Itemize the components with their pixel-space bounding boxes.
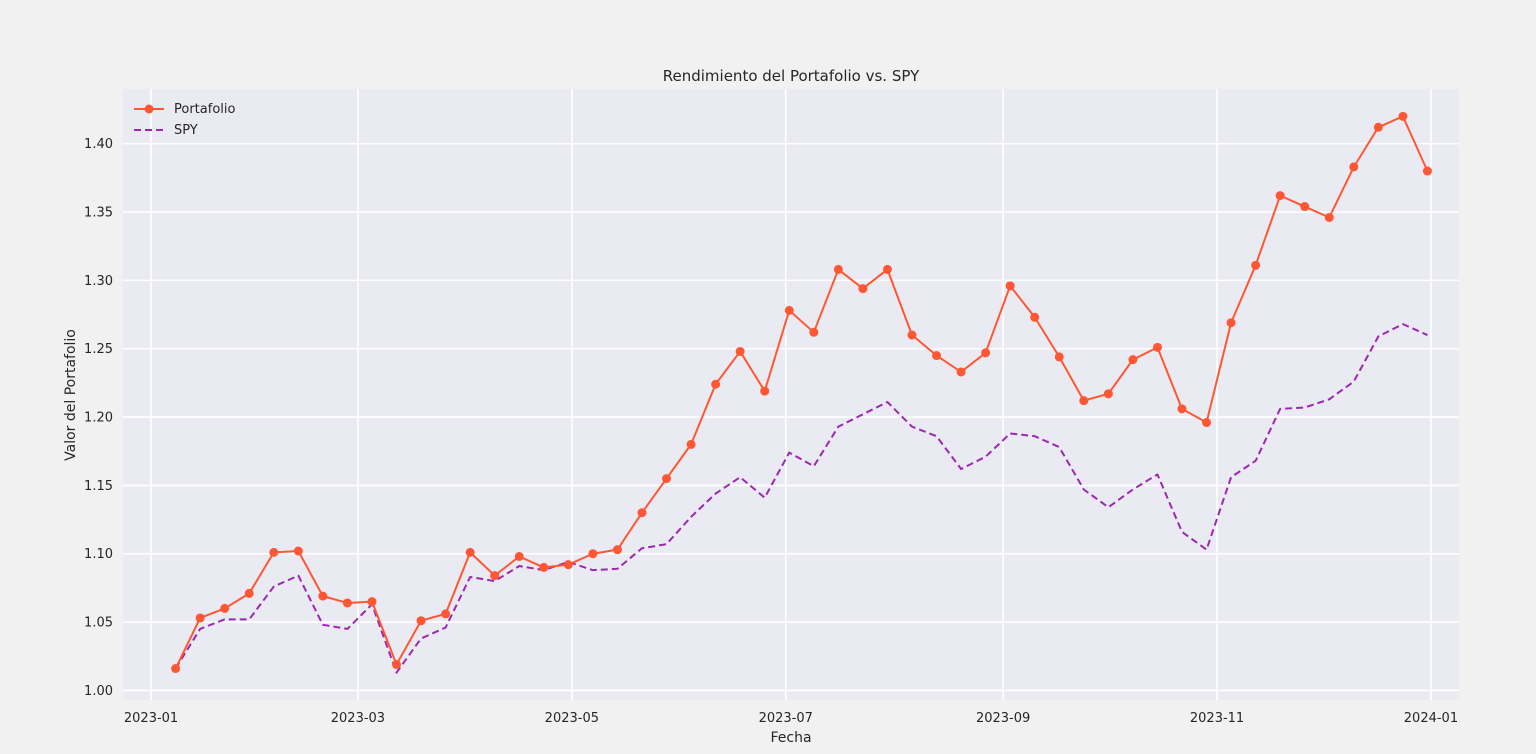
data-point-portafolio: [1005, 281, 1015, 291]
y-tick-label: 1.00: [84, 684, 113, 699]
data-point-portafolio: [220, 603, 230, 613]
data-point-portafolio: [1054, 352, 1064, 362]
data-point-portafolio: [293, 546, 303, 556]
x-tick-label: 2023-11: [1190, 711, 1244, 726]
data-point-portafolio: [1202, 418, 1212, 428]
data-point-portafolio: [833, 264, 843, 274]
data-point-portafolio: [932, 351, 942, 361]
data-point-portafolio: [760, 386, 770, 396]
data-point-portafolio: [1152, 342, 1162, 352]
data-point-portafolio: [244, 588, 254, 598]
data-point-portafolio: [416, 616, 426, 626]
data-point-portafolio: [588, 549, 598, 559]
series-line-spy: [174, 323, 1428, 674]
data-point-portafolio: [367, 597, 377, 607]
data-point-portafolio: [392, 659, 402, 669]
data-point-portafolio: [686, 439, 696, 449]
series-line-portafolio: [174, 115, 1429, 669]
data-point-portafolio: [1128, 355, 1138, 365]
y-tick-labels: 1.00 1.05 1.10 1.15 1.20 1.25 1.30 1.35 1.40: [84, 137, 113, 699]
grid-lines: [123, 89, 1459, 700]
data-point-portafolio: [809, 327, 819, 337]
legend-label-spy: SPY: [174, 123, 198, 138]
data-point-portafolio: [1398, 111, 1408, 121]
y-tick-label: 1.15: [84, 479, 113, 494]
y-tick-label: 1.05: [84, 616, 113, 631]
series-layer: [171, 111, 1432, 674]
data-point-portafolio: [882, 264, 892, 274]
data-point-portafolio: [907, 330, 917, 340]
data-point-portafolio: [1300, 202, 1310, 212]
data-point-portafolio: [956, 367, 966, 377]
y-tick-label: 1.20: [84, 411, 113, 426]
x-tick-label: 2023-09: [976, 711, 1030, 726]
data-point-portafolio: [637, 508, 647, 518]
data-point-portafolio: [1079, 396, 1089, 406]
y-axis-label: Valor del Portafolio: [63, 329, 79, 461]
data-point-portafolio: [563, 560, 573, 570]
data-point-portafolio: [1324, 212, 1334, 222]
data-point-portafolio: [612, 545, 622, 555]
data-point-portafolio: [539, 562, 549, 572]
data-point-portafolio: [662, 474, 672, 484]
legend-label-portafolio: Portafolio: [174, 102, 235, 117]
data-point-portafolio: [342, 598, 352, 608]
data-point-portafolio: [1349, 162, 1359, 172]
x-tick-label: 2023-03: [331, 711, 385, 726]
y-tick-label: 1.35: [84, 206, 113, 221]
data-point-portafolio: [784, 305, 794, 315]
x-tick-labels: 2023-01 2023-03 2023-05 2023-07 2023-09 2023-…: [124, 711, 1458, 726]
data-point-portafolio: [1275, 191, 1285, 201]
data-point-portafolio: [195, 613, 205, 623]
data-point-portafolio: [735, 346, 745, 356]
data-point-portafolio: [1373, 122, 1383, 132]
y-tick-label: 1.10: [84, 547, 113, 562]
data-point-portafolio: [269, 547, 279, 557]
data-point-portafolio: [858, 284, 868, 294]
data-point-portafolio: [514, 551, 524, 561]
data-point-portafolio: [171, 664, 181, 674]
data-point-portafolio: [1103, 389, 1113, 399]
data-point-portafolio: [465, 547, 475, 557]
y-tick-label: 1.40: [84, 137, 113, 152]
data-point-portafolio: [1177, 404, 1187, 414]
data-point-portafolio: [441, 609, 451, 619]
x-tick-label: 2024-01: [1404, 711, 1458, 726]
x-tick-label: 2023-01: [124, 711, 178, 726]
data-point-portafolio: [490, 571, 500, 581]
legend-marker-portafolio: [144, 104, 154, 114]
data-point-portafolio: [318, 591, 328, 601]
data-point-portafolio: [1226, 318, 1236, 328]
plot-area: [123, 89, 1459, 700]
x-tick-label: 2023-07: [759, 711, 813, 726]
data-point-portafolio: [1422, 166, 1432, 176]
x-tick-label: 2023-05: [545, 711, 599, 726]
y-tick-label: 1.25: [84, 342, 113, 357]
data-point-portafolio: [981, 348, 991, 358]
legend: Portafolio SPY: [134, 102, 235, 138]
y-tick-label: 1.30: [84, 274, 113, 289]
x-axis-label: Fecha: [770, 730, 811, 746]
chart-title: Rendimiento del Portafolio vs. SPY: [663, 67, 920, 85]
data-point-portafolio: [1251, 260, 1261, 270]
data-point-portafolio: [711, 379, 721, 389]
data-point-portafolio: [1030, 312, 1040, 322]
